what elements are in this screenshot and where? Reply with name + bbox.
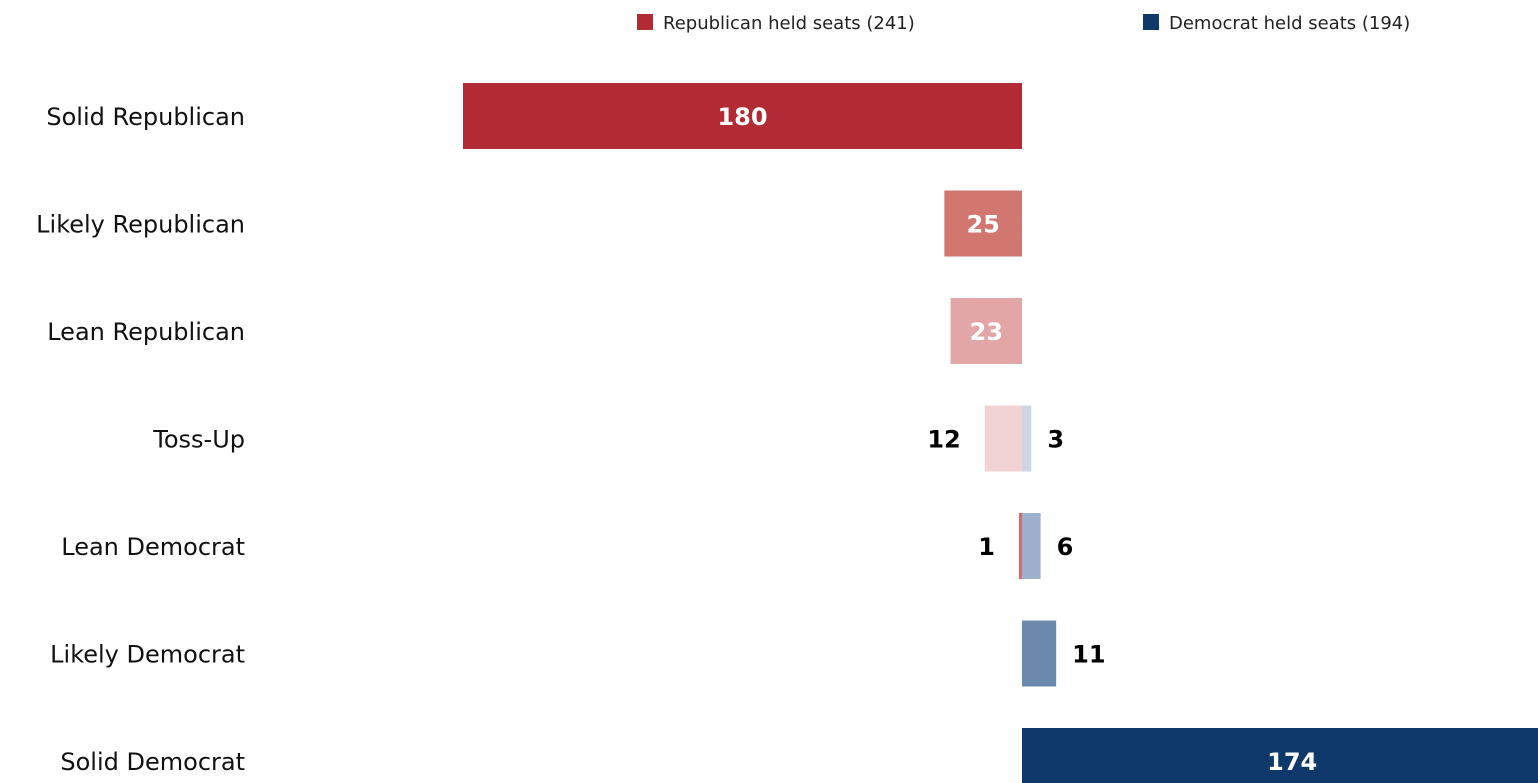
value-label-republican-lean-republican: 23 — [970, 318, 1003, 346]
value-label-democrat-lean-democrat: 6 — [1057, 533, 1074, 561]
bar-democrat-likely-democrat — [1022, 620, 1057, 687]
category-labels: Solid Republican Likely Republican Lean Re… — [36, 103, 245, 776]
legend-label-republican: Republican held seats (241) — [663, 13, 915, 34]
value-label-republican-toss-up: 12 — [927, 426, 960, 454]
bar-republican-toss-up — [984, 405, 1022, 472]
bar-republican-lean-democrat — [1018, 513, 1022, 579]
value-label-republican-likely-republican: 25 — [966, 211, 999, 239]
legend-swatch-republican — [637, 14, 653, 30]
category-label-likely-republican: Likely Republican — [36, 211, 245, 239]
category-label-lean-republican: Lean Republican — [47, 318, 245, 346]
bar-republican-likely-republican — [944, 190, 1022, 257]
bar-democrat-toss-up — [1022, 405, 1032, 472]
value-label-republican-lean-democrat: 1 — [978, 533, 995, 561]
value-label-democrat-toss-up: 3 — [1047, 426, 1064, 454]
value-label-republican-solid-republican: 180 — [717, 103, 767, 131]
value-label-democrat-solid-democrat: 174 — [1267, 748, 1317, 776]
legend: Republican held seats (241) Democrat hel… — [637, 13, 1410, 34]
category-label-solid-democrat: Solid Democrat — [60, 748, 245, 776]
value-label-democrat-likely-democrat: 11 — [1072, 641, 1105, 669]
legend-label-democrat: Democrat held seats (194) — [1169, 13, 1410, 34]
bars — [463, 83, 1538, 783]
bar-democrat-solid-democrat — [1022, 728, 1538, 783]
category-label-likely-democrat: Likely Democrat — [50, 641, 245, 669]
bar-republican-lean-republican — [950, 298, 1022, 364]
category-label-toss-up: Toss-Up — [152, 426, 245, 454]
value-labels: 180 25 23 12 3 1 6 11 174 — [717, 103, 1317, 776]
legend-swatch-democrat — [1143, 14, 1159, 30]
category-label-lean-democrat: Lean Democrat — [61, 533, 245, 561]
bar-republican-solid-republican — [463, 83, 1022, 149]
bar-democrat-lean-democrat — [1022, 513, 1041, 579]
category-label-solid-republican: Solid Republican — [46, 103, 245, 131]
